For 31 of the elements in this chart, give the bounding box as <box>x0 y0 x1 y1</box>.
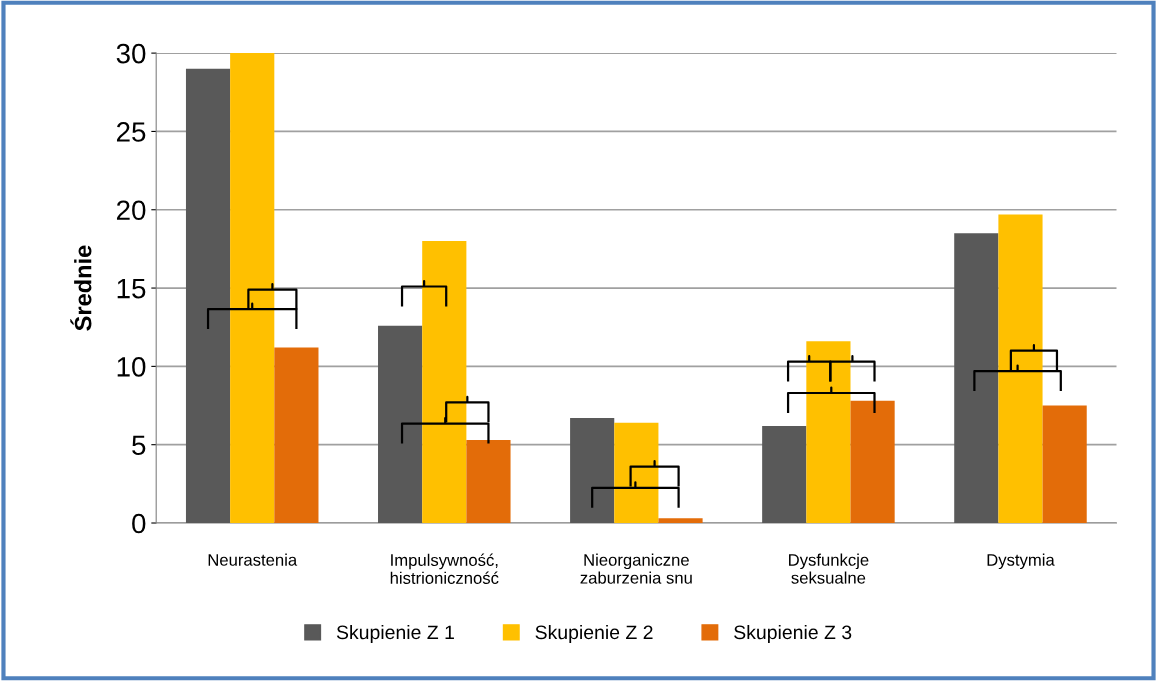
bar <box>230 53 275 524</box>
x-tick-label: Impulsywność, histrioniczność <box>390 553 499 584</box>
bar <box>850 400 895 524</box>
y-tick-label: 25 <box>116 122 146 142</box>
legend-label: Skupienie Z 1 <box>336 624 454 644</box>
x-tick-label: Neurastenia <box>208 553 298 566</box>
bar <box>570 418 615 524</box>
bar <box>614 422 659 524</box>
legend-label: Skupienie Z 3 <box>734 624 852 644</box>
bar <box>274 347 319 524</box>
y-tick-label: 20 <box>116 200 146 221</box>
x-tick-label: Dysfunkcje seksualne <box>789 553 869 584</box>
bar <box>466 439 511 524</box>
x-tick-label: Nieorganiczne zaburzenia snu <box>580 553 692 584</box>
bar <box>954 233 999 524</box>
bar <box>998 214 1043 524</box>
bar <box>185 68 231 524</box>
bar <box>806 341 851 524</box>
bar <box>1042 405 1087 524</box>
bar <box>378 325 423 524</box>
y-tick-label: 15 <box>117 279 146 299</box>
y-tick-label: 5 <box>132 435 146 456</box>
y-tick-label: 0 <box>132 513 146 534</box>
bar <box>658 518 703 524</box>
y-tick-label: 30 <box>116 43 146 64</box>
bar <box>422 241 467 524</box>
y-axis-title: Średnie <box>70 245 92 331</box>
x-tick-label: Dystymia <box>987 553 1055 570</box>
legend-label: Skupienie Z 2 <box>535 624 653 644</box>
y-tick-label: 10 <box>117 357 146 377</box>
bar <box>762 425 807 524</box>
